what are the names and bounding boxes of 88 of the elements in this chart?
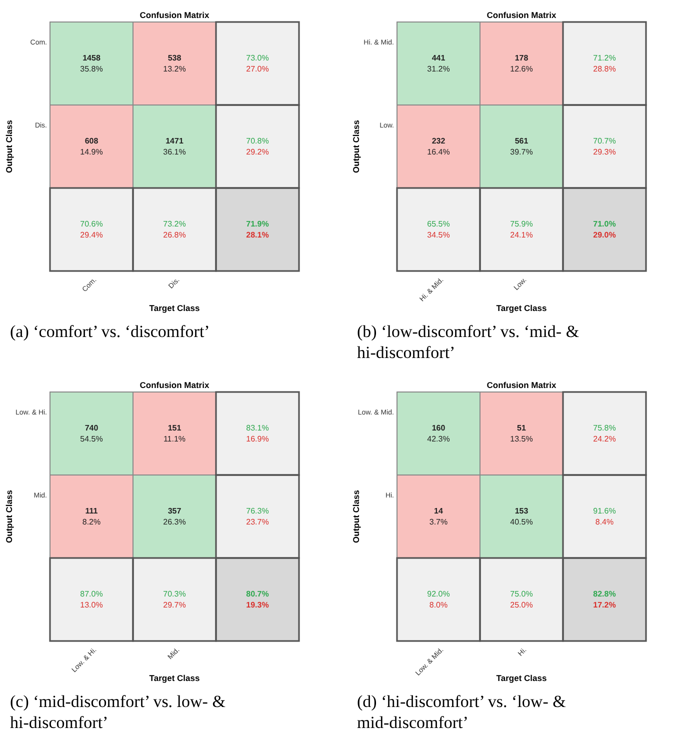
data-label: 178	[514, 54, 529, 62]
x-axis-title: Target Class	[496, 673, 547, 683]
data-label: 29.7%	[163, 600, 186, 610]
y-axis-title: Output Class	[351, 490, 361, 543]
data-label: 87.0%	[80, 590, 103, 598]
data-label: 65.5%	[427, 220, 450, 228]
chart-title: Confusion Matrix	[140, 380, 210, 390]
data-label: 70.7%	[593, 136, 616, 146]
data-label: 24.2%	[593, 434, 616, 444]
data-label: 71.2%	[593, 54, 616, 62]
data-label: 12.6%	[510, 64, 533, 74]
data-label: 39.7%	[510, 148, 533, 156]
data-label: 25.0%	[510, 600, 533, 610]
data-label: 82.8%	[593, 590, 616, 598]
data-label: 608	[84, 136, 99, 146]
data-label: 71.9%	[246, 220, 269, 228]
data-label: 83.1%	[246, 424, 269, 432]
data-label: 16.4%	[427, 148, 450, 156]
data-label: 28.8%	[593, 64, 616, 74]
data-label: 36.1%	[163, 148, 186, 156]
data-label: 70.3%	[163, 590, 186, 598]
data-label: 75.0%	[510, 590, 533, 598]
data-label: 17.2%	[593, 600, 616, 610]
data-label: 3.7%	[429, 518, 448, 526]
data-label: 26.8%	[163, 230, 186, 240]
data-label: 14.9%	[80, 148, 103, 156]
chart-title: Confusion Matrix	[486, 380, 556, 390]
data-label: 51	[517, 424, 526, 432]
text: (d) ‘hi-discomfort’ vs. ‘low- & mid-discomfort’	[357, 692, 566, 732]
data-label: 441	[432, 54, 446, 62]
data-label: 24.1%	[510, 230, 533, 240]
data-label: 1471	[166, 136, 184, 146]
data-label: 80.7%	[246, 590, 269, 598]
data-label: 31.2%	[427, 64, 450, 74]
data-label: 91.6%	[593, 506, 616, 516]
data-label: 11.1%	[163, 434, 186, 444]
data-label: 151	[168, 424, 182, 432]
data-label: 561	[514, 136, 529, 146]
data-label: 160	[432, 424, 446, 432]
y-axis-title: Output Class	[4, 120, 14, 173]
data-label: 16.9%	[246, 434, 269, 444]
data-label: 29.3%	[593, 148, 616, 156]
data-label: 26.3%	[163, 518, 186, 526]
data-label: 40.5%	[510, 518, 533, 526]
data-label: 19.3%	[246, 600, 269, 610]
y-axis-title: Output Class	[351, 120, 361, 173]
data-label: 8.4%	[595, 518, 614, 526]
chart-title: Confusion Matrix	[140, 10, 210, 20]
data-label: 42.3%	[427, 434, 450, 444]
x-axis-title: Target Class	[496, 303, 547, 313]
data-label: 23.7%	[246, 518, 269, 526]
data-label: 75.9%	[510, 220, 533, 228]
y-axis-title: Output Class	[4, 490, 14, 543]
data-label: 14	[434, 506, 444, 516]
data-label: 28.1%	[246, 230, 269, 240]
data-label: 54.5%	[80, 434, 103, 444]
text: (b) ‘low-discomfort’ vs. ‘mid- & hi-discomfort’	[357, 322, 580, 362]
x-axis-title: Target Class	[149, 673, 200, 683]
data-label: 8.0%	[429, 600, 448, 610]
data-label: 27.0%	[246, 64, 269, 74]
text: (a) ‘comfort’ vs. ‘discomfort’	[10, 322, 210, 341]
text: (c) ‘mid-discomfort’ vs. low- & hi-discomfort’	[10, 692, 226, 732]
data-label: 153	[514, 506, 529, 516]
data-label: 92.0%	[427, 590, 450, 598]
x-axis-title: Target Class	[149, 303, 200, 313]
data-label: 29.4%	[80, 230, 103, 240]
data-label: 35.8%	[80, 64, 103, 74]
data-label: 29.0%	[593, 230, 616, 240]
data-label: 13.5%	[510, 434, 533, 444]
data-label: 357	[168, 506, 182, 516]
data-label: 13.0%	[80, 600, 103, 610]
data-label: 1458	[82, 54, 101, 62]
data-label: 70.8%	[246, 136, 269, 146]
data-label: 740	[84, 424, 99, 432]
data-label: 13.2%	[163, 64, 186, 74]
data-label: 70.6%	[80, 220, 103, 228]
data-label: 111	[85, 506, 98, 516]
data-label: 8.2%	[82, 518, 101, 526]
data-label: 76.3%	[246, 506, 269, 516]
data-label: 538	[168, 54, 182, 62]
data-label: 29.2%	[246, 148, 269, 156]
data-label: 71.0%	[593, 220, 616, 228]
data-label: 232	[432, 136, 446, 146]
data-label: 34.5%	[427, 230, 450, 240]
data-label: 73.0%	[246, 54, 269, 62]
data-label: 75.8%	[593, 424, 616, 432]
data-label: 73.2%	[163, 220, 186, 228]
chart-title: Confusion Matrix	[486, 10, 556, 20]
